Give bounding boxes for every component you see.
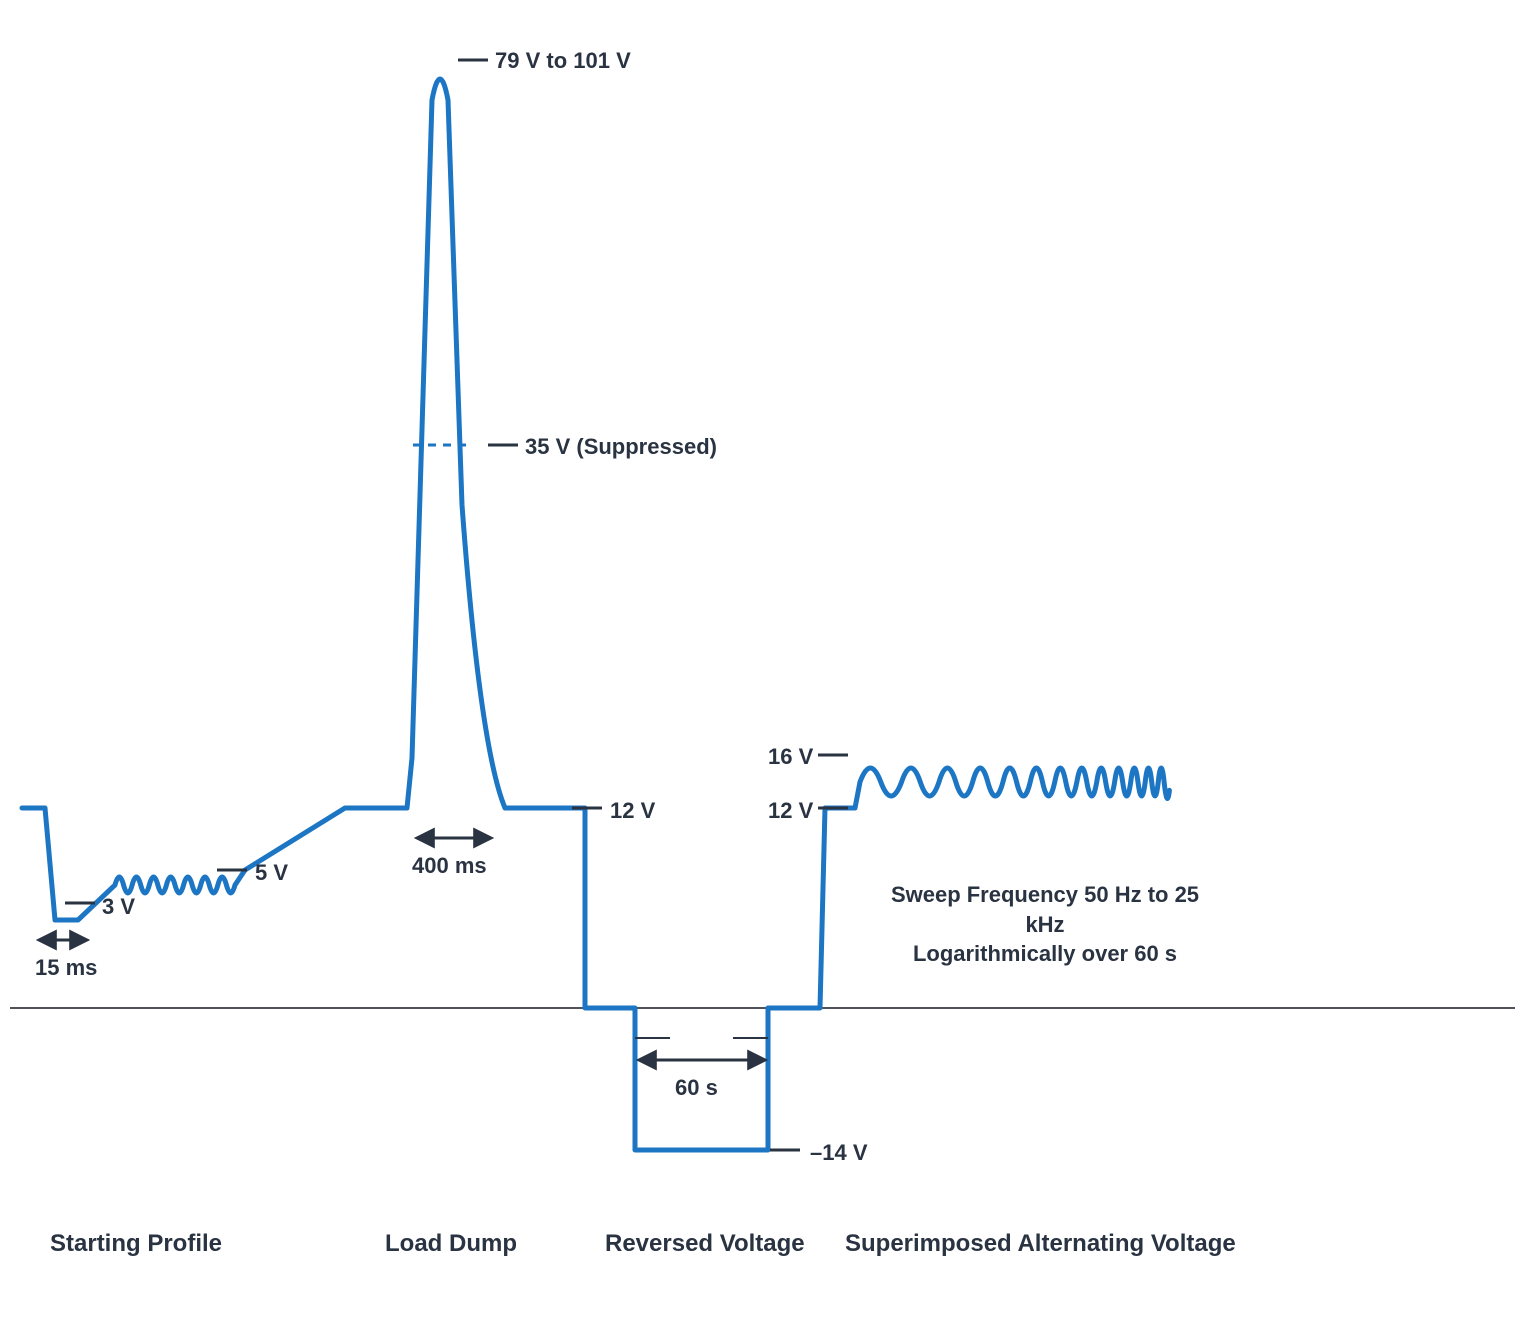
sweep-frequency-text: Sweep Frequency 50 Hz to 25 kHz Logarith… (870, 880, 1220, 969)
waveform-diagram (0, 0, 1525, 1322)
label-12v-left: 12 V (610, 798, 655, 824)
label-15ms: 15 ms (35, 955, 97, 981)
section-reversed-voltage: Reversed Voltage (605, 1230, 805, 1258)
label-neg14v: –14 V (810, 1140, 868, 1166)
label-35v-suppressed: 35 V (Suppressed) (525, 434, 717, 460)
sweep-line1: Sweep Frequency 50 Hz to 25 kHz (891, 882, 1199, 937)
label-79-101v: 79 V to 101 V (495, 48, 631, 74)
label-5v: 5 V (255, 860, 288, 886)
label-12v-right: 12 V (768, 798, 813, 824)
diagram-container: 79 V to 101 V 35 V (Suppressed) 12 V 12 … (0, 0, 1525, 1322)
section-load-dump: Load Dump (385, 1230, 517, 1258)
label-3v: 3 V (102, 894, 135, 920)
section-starting-profile: Starting Profile (50, 1230, 222, 1258)
label-400ms: 400 ms (412, 853, 487, 879)
label-16v: 16 V (768, 744, 813, 770)
label-60s: 60 s (675, 1075, 718, 1101)
section-superimposed-voltage: Superimposed Alternating Voltage (845, 1230, 1236, 1258)
sweep-line2: Logarithmically over 60 s (913, 941, 1177, 966)
